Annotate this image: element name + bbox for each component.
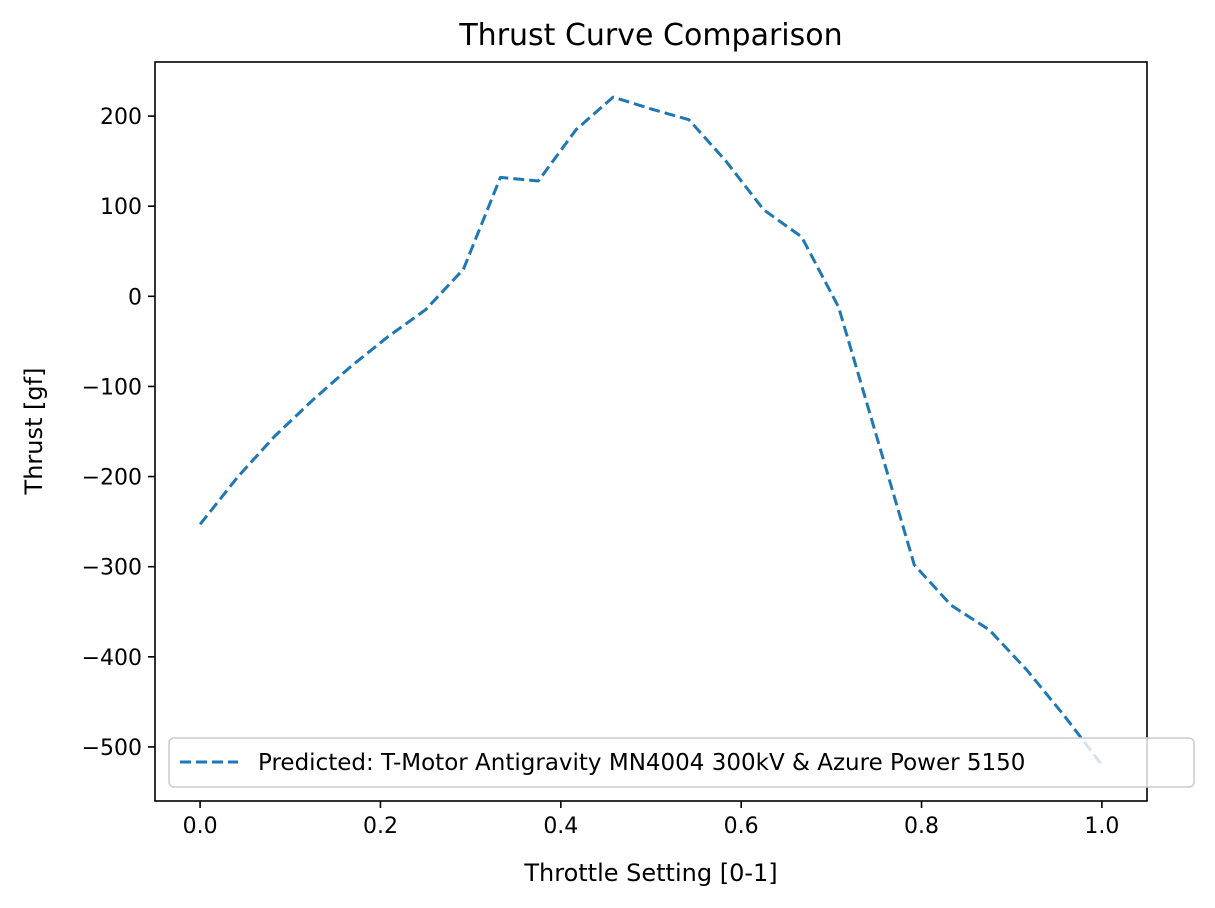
x-tick-label: 0.4 [543, 814, 578, 839]
x-tick-label: 1.0 [1084, 814, 1119, 839]
y-tick-label: 0 [128, 285, 142, 310]
y-tick-label: 100 [100, 195, 142, 220]
y-tick-label: −100 [82, 375, 142, 400]
legend-entry-label: Predicted: T-Motor Antigravity MN4004 30… [258, 750, 1025, 776]
series-layer [198, 95, 1104, 766]
series-line-0 [198, 95, 1104, 766]
x-tick-label: 0.0 [183, 814, 218, 839]
y-tick-label: 200 [100, 105, 142, 130]
y-tick-label: −400 [82, 646, 142, 671]
y-tick-label: −500 [82, 736, 142, 761]
chart-title: Thrust Curve Comparison [458, 18, 842, 53]
y-axis-ticks: 200 100 0 −100 −200 −300 −400 −500 [82, 105, 155, 761]
y-axis-label: Thrust [gf] [20, 368, 48, 496]
x-tick-label: 0.8 [904, 814, 939, 839]
legend-box [168, 737, 1195, 788]
x-axis-label: Throttle Setting [0-1] [523, 859, 777, 887]
legend: Predicted: T-Motor Antigravity MN4004 30… [168, 737, 1195, 788]
x-tick-label: 0.6 [724, 814, 759, 839]
x-tick-label: 0.2 [363, 814, 398, 839]
axes-frame [154, 61, 1148, 802]
y-tick-label: −300 [82, 556, 142, 581]
y-tick-label: −200 [82, 466, 142, 491]
plot-area [154, 61, 1148, 802]
x-axis-ticks: 0.0 0.2 0.4 0.6 0.8 1.0 [183, 801, 1119, 839]
